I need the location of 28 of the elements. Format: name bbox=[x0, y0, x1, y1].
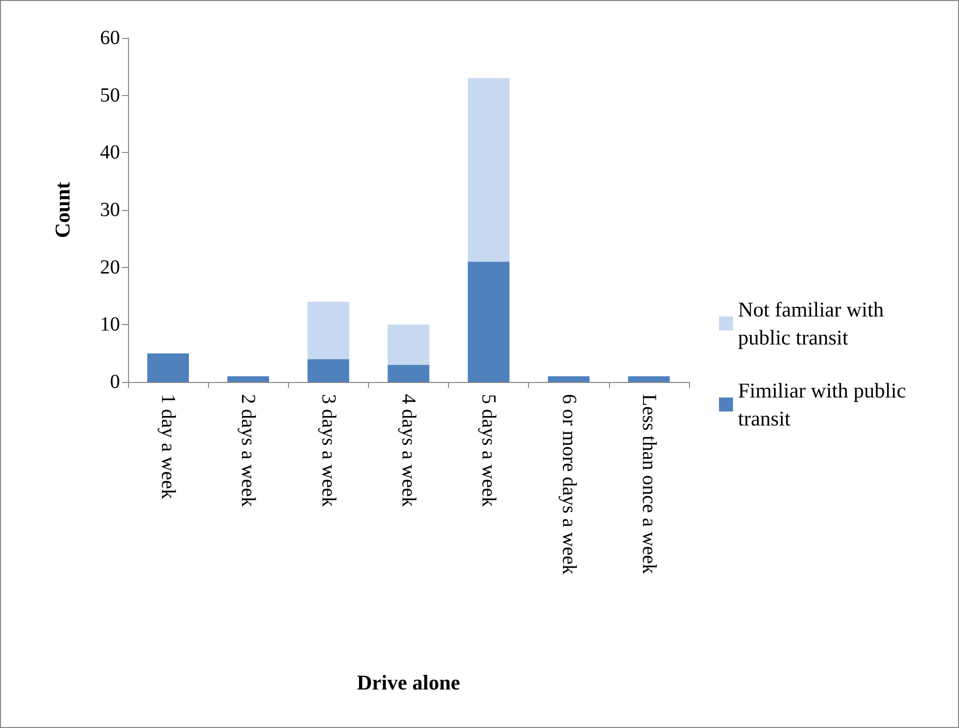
bar bbox=[468, 78, 510, 262]
bar bbox=[308, 302, 350, 360]
y-tick-label: 30 bbox=[100, 199, 120, 221]
y-tick-label: 10 bbox=[100, 314, 120, 336]
y-tick-label: 40 bbox=[100, 142, 120, 164]
bar bbox=[147, 353, 189, 382]
bar bbox=[628, 376, 670, 382]
x-axis-title: Drive alone bbox=[356, 670, 460, 694]
x-tick-label: 4 days a week bbox=[398, 394, 420, 507]
legend-label: Fimiliar with public transit bbox=[738, 378, 912, 430]
y-tick-label: 0 bbox=[110, 371, 120, 393]
legend-label: Not familiar with public transit bbox=[738, 298, 890, 350]
bar bbox=[468, 262, 510, 382]
x-tick-label: 6 or more days a week bbox=[558, 394, 580, 574]
y-axis-title: Count bbox=[50, 182, 74, 238]
y-tick-label: 60 bbox=[100, 27, 120, 49]
y-tick-label: 20 bbox=[100, 256, 120, 278]
x-tick-label: Less than once a week bbox=[638, 394, 660, 574]
bar bbox=[227, 376, 270, 382]
x-tick-label: 1 day a week bbox=[157, 394, 180, 499]
x-tick-label: 3 days a week bbox=[317, 394, 340, 507]
bar bbox=[388, 364, 430, 382]
x-tick-label: 5 days a week bbox=[478, 394, 500, 507]
x-tick-label: 2 days a week bbox=[237, 394, 260, 507]
y-tick-label: 50 bbox=[100, 84, 120, 106]
bar bbox=[548, 376, 590, 382]
bar bbox=[388, 324, 430, 365]
bar bbox=[308, 359, 350, 382]
